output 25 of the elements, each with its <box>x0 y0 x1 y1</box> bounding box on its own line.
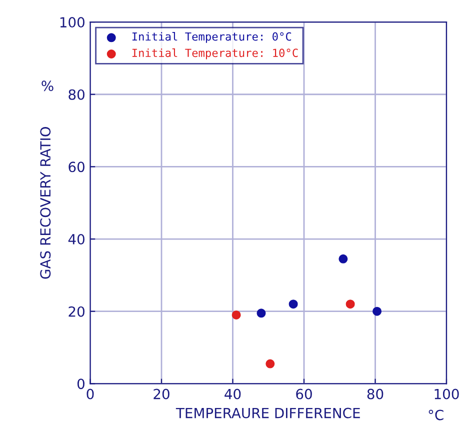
y-axis-title: GAS RECOVERY RATIO <box>40 127 51 279</box>
point <box>288 300 298 309</box>
y-tick-label: 0 <box>77 378 84 390</box>
x-axis-title: TEMPERAURE DIFFERENCE <box>176 408 360 418</box>
point <box>256 308 266 318</box>
point <box>346 300 355 309</box>
y-tick-label: 100 <box>60 17 84 28</box>
y-tick-label: 20 <box>68 306 84 317</box>
x-tick-label: 60 <box>296 388 312 400</box>
point <box>372 306 382 316</box>
x-tick-label: 0 <box>86 388 94 400</box>
point <box>338 254 348 264</box>
point <box>266 359 275 368</box>
text: °C <box>428 410 444 420</box>
y-tick-label: 40 <box>68 234 84 244</box>
text: % <box>42 80 54 92</box>
legend-label: Initial Temperature: 0°C <box>132 32 292 43</box>
x-tick-label: 20 <box>154 388 170 400</box>
x-tick-label: 40 <box>224 388 241 400</box>
y-tick-label: 80 <box>68 89 84 100</box>
x-tick-label: 80 <box>367 388 384 400</box>
x-tick-label: 100 <box>434 388 459 400</box>
point <box>232 310 241 320</box>
y-tick-label: 60 <box>68 162 84 172</box>
legend-label: Initial Temperature: 10°C <box>132 48 298 60</box>
